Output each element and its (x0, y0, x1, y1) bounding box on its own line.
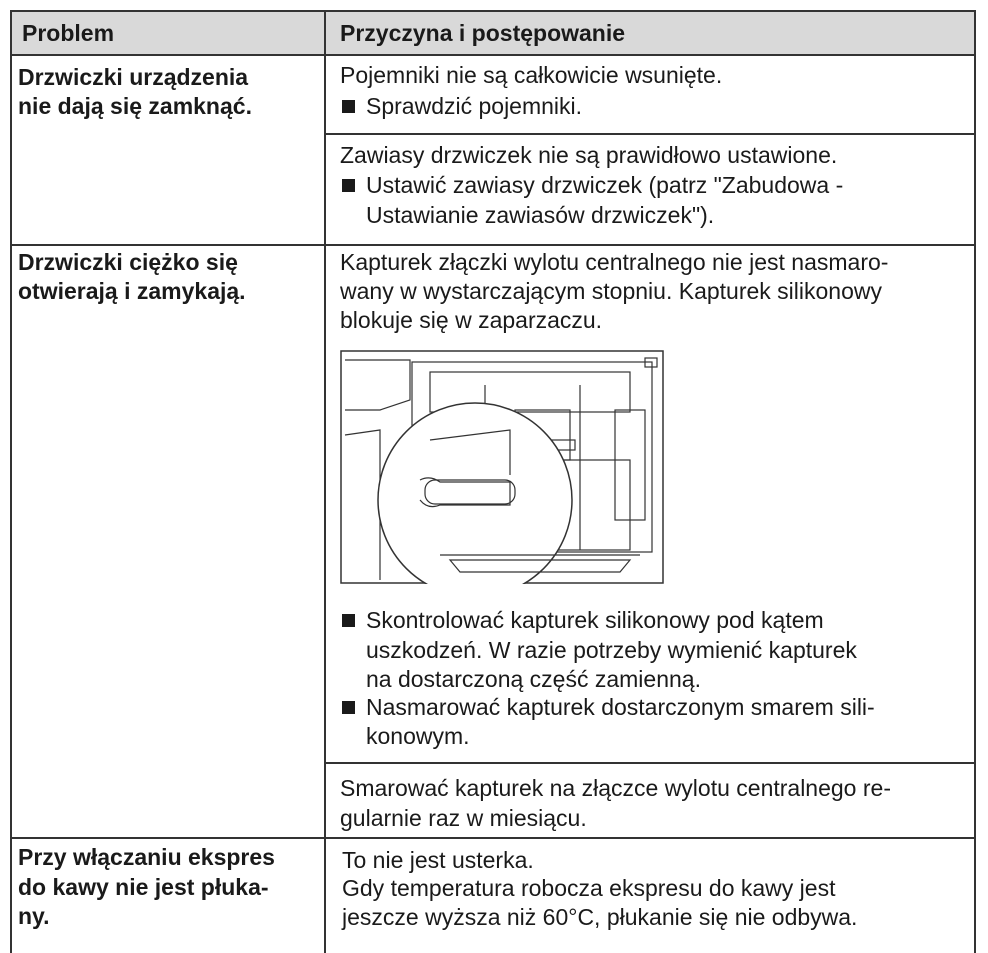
problem: nie dają się zamknąć. (18, 93, 252, 119)
cause: Gdy temperatura robocza ekspresu do kawy… (342, 875, 836, 901)
header-cell: Problem (22, 20, 115, 46)
bullet (342, 100, 355, 113)
step: konowym. (366, 723, 470, 749)
border (10, 837, 976, 839)
step: Skontrolować kapturek silikonowy pod kąt… (366, 607, 824, 633)
cause: Kapturek złączki wylotu centralnego nie … (340, 249, 889, 275)
problem: Drzwiczki urządzenia (18, 64, 249, 90)
bullet (342, 179, 355, 192)
border (325, 133, 976, 135)
bullet (342, 614, 355, 627)
bullet (342, 701, 355, 714)
border (10, 10, 976, 12)
step: na dostarczoną część zamienną. (366, 666, 701, 692)
cause: To nie jest usterka. (342, 847, 534, 873)
border (325, 762, 976, 764)
border (10, 244, 976, 246)
problem: Przy włączaniu ekspres (18, 844, 275, 870)
step: uszkodzeń. W razie potrzeby wymienić kap… (366, 637, 857, 663)
header-bg (10, 10, 975, 55)
cause: blokuje się w zaparzaczu. (340, 307, 603, 333)
illustration (340, 350, 664, 584)
header-cell: Przyczyna i postępowanie (340, 20, 626, 46)
cause: gularnie raz w miesiącu. (340, 805, 587, 831)
border (10, 10, 12, 953)
problem: do kawy nie jest płuka- (18, 874, 269, 900)
step: Sprawdzić pojemniki. (366, 93, 583, 119)
cause: Smarować kapturek na złączce wylotu cent… (340, 775, 891, 801)
problem: ny. (18, 903, 50, 929)
problem: Drzwiczki ciężko się (18, 249, 238, 275)
border (324, 10, 326, 953)
cause: Pojemniki nie są całkowicie wsunięte. (340, 62, 723, 88)
step: Ustawianie zawiasów drzwiczek"). (366, 202, 715, 228)
step: Ustawić zawiasy drzwiczek (patrz "Zabudo… (366, 172, 844, 198)
step: Nasmarować kapturek dostarczonym smarem … (366, 694, 875, 720)
cause: Zawiasy drzwiczek nie są prawidłowo usta… (340, 142, 838, 168)
problem: otwierają i zamykają. (18, 278, 246, 304)
cause: jeszcze wyższa niż 60°C, płukanie się ni… (342, 904, 858, 930)
border (974, 10, 976, 953)
border (10, 54, 976, 56)
cause: wany w wystarczającym stopniu. Kapturek … (340, 278, 882, 304)
